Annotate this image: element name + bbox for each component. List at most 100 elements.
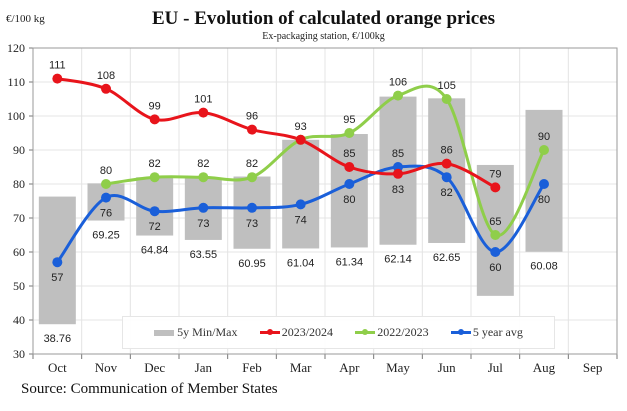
data-point — [149, 172, 160, 183]
legend-swatch-5-year-avg — [450, 329, 471, 335]
data-point — [539, 179, 549, 189]
data-label: 80 — [100, 165, 112, 177]
data-label: 96 — [246, 111, 258, 123]
min-data-label: 64.84 — [141, 245, 169, 257]
data-point — [295, 199, 306, 210]
data-label: 60 — [489, 262, 501, 274]
data-label: 82 — [197, 158, 209, 170]
data-point — [149, 114, 160, 125]
data-label: 105 — [437, 80, 455, 92]
data-label: 82 — [149, 158, 161, 170]
data-label: 86 — [441, 145, 453, 157]
legend-item-2023-2024: 2023/2024 — [259, 325, 334, 340]
data-label: 85 — [343, 148, 355, 160]
data-point — [441, 172, 452, 183]
x-tick-label: May — [386, 360, 410, 375]
data-label: 111 — [49, 60, 66, 72]
legend-label-2023-2024: 2023/2024 — [281, 325, 334, 339]
x-tick-label: Apr — [339, 360, 360, 375]
data-point — [539, 145, 549, 155]
data-label: 101 — [194, 94, 212, 106]
data-point — [101, 83, 111, 94]
chart-title-text: EU - Evolution of calculated orange pric… — [151, 8, 496, 29]
data-label: 80 — [538, 194, 550, 206]
data-point — [441, 158, 452, 169]
data-label: 74 — [295, 214, 307, 226]
data-point — [490, 247, 501, 257]
data-point — [247, 202, 257, 213]
data-point — [101, 192, 111, 203]
y-tick-label: 80 — [13, 177, 25, 191]
legend: 5y Min/Max 2023/2024 2022/2023 5 year av… — [122, 316, 555, 349]
data-label: 79 — [489, 168, 501, 180]
data-label: 95 — [343, 114, 355, 126]
y-tick-label: 30 — [13, 347, 25, 361]
data-label: 90 — [538, 131, 550, 143]
y-tick-label: 90 — [13, 143, 25, 157]
legend-swatch-min-max — [154, 329, 175, 336]
min-data-label: 63.55 — [190, 249, 218, 261]
min-data-label: 61.34 — [336, 256, 364, 268]
legend-label-5-year-avg: 5 year avg — [472, 325, 523, 339]
data-point — [344, 179, 355, 189]
source-note: Source: Communication of Member States — [21, 381, 278, 397]
plot-border — [32, 47, 618, 355]
min-data-label: 69.25 — [92, 230, 120, 242]
data-label: 73 — [197, 218, 209, 230]
min-data-label: 38.76 — [44, 333, 72, 345]
y-tick-label: 100 — [7, 109, 25, 123]
data-point — [52, 257, 63, 268]
data-point — [295, 134, 306, 145]
x-tick-label: Sep — [583, 360, 603, 375]
data-point — [198, 172, 209, 183]
y-tick-label: 120 — [7, 41, 25, 55]
legend-swatch-2022-2023 — [355, 329, 376, 335]
data-label: 82 — [441, 187, 453, 199]
data-point — [198, 107, 209, 118]
data-label: 99 — [149, 100, 161, 112]
min-data-label: 60.95 — [238, 258, 266, 270]
min-max-bar — [282, 139, 320, 249]
data-label: 72 — [149, 221, 161, 233]
chart-subtitle: Ex-packaging station, €/100kg — [0, 31, 627, 42]
chart-title: EU - Evolution of calculated orange pric… — [0, 8, 627, 30]
data-point — [247, 172, 257, 183]
legend-item-2022-2023: 2022/2023 — [355, 325, 429, 340]
data-label: 85 — [392, 148, 404, 160]
min-data-label: 62.14 — [384, 254, 412, 266]
data-point — [393, 168, 403, 179]
data-label: 80 — [343, 194, 355, 206]
x-tick-label: Jan — [195, 360, 213, 375]
x-tick-label: Oct — [48, 360, 67, 375]
y-tick-label: 110 — [7, 75, 25, 89]
data-point — [344, 162, 355, 172]
data-point — [247, 124, 257, 135]
data-label: 108 — [97, 70, 115, 82]
min-data-label: 60.08 — [530, 261, 558, 273]
data-label: 106 — [389, 77, 407, 89]
x-tick-label: Jul — [488, 360, 504, 375]
y-tick-label: 40 — [13, 313, 25, 327]
chart-subtitle-text: Ex-packaging station, €/100kg — [262, 31, 385, 42]
legend-item-min-max: 5y Min/Max — [154, 325, 237, 340]
data-point — [441, 94, 452, 104]
data-label: 57 — [51, 272, 63, 284]
x-tick-label: Feb — [242, 360, 262, 375]
data-label: 82 — [246, 158, 258, 170]
data-point — [344, 128, 355, 138]
legend-swatch-2023-2024 — [259, 329, 280, 335]
data-point — [101, 179, 111, 189]
x-tick-label: Aug — [533, 360, 556, 375]
x-tick-label: Mar — [290, 360, 312, 375]
legend-label-min-max: 5y Min/Max — [177, 325, 238, 339]
data-label: 93 — [295, 121, 307, 133]
data-label: 73 — [246, 218, 258, 230]
y-tick-label: 50 — [13, 279, 25, 293]
data-label: 65 — [489, 216, 501, 228]
data-point — [198, 202, 209, 213]
data-point — [52, 73, 63, 84]
y-tick-label: 70 — [13, 211, 25, 225]
data-point — [490, 182, 501, 193]
legend-item-5-year-avg: 5 year avg — [450, 325, 523, 340]
